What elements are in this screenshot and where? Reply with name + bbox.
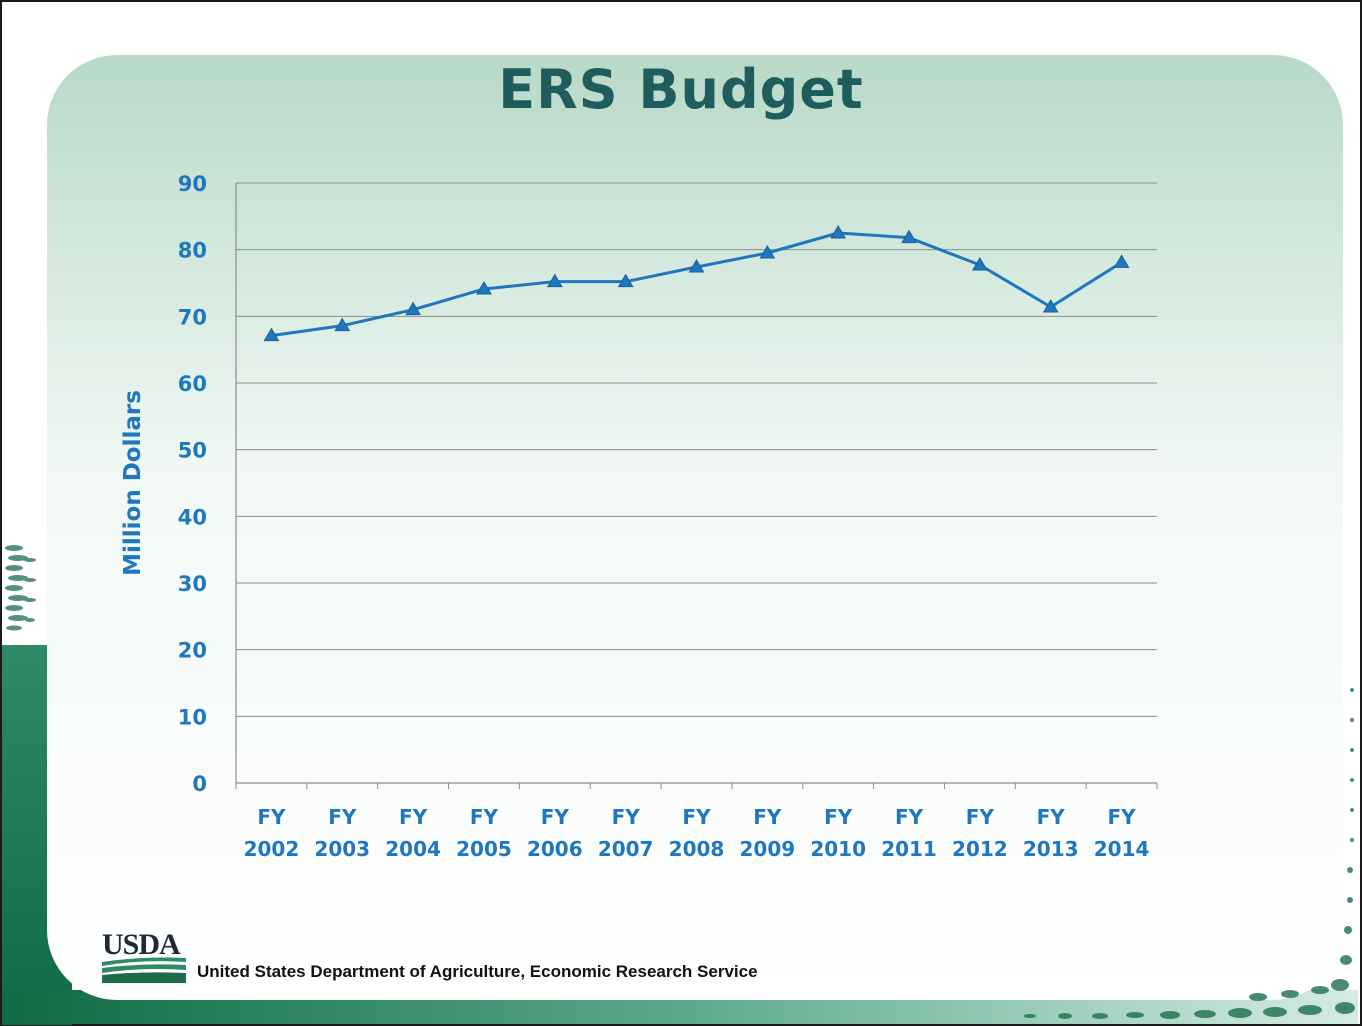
x-tick-label: FY 2005 — [456, 805, 512, 861]
usda-logo-text: USDA — [102, 928, 181, 961]
left-dot-pattern — [5, 545, 36, 631]
y-tick-label: 0 — [192, 772, 207, 796]
x-tick-label: FY 2003 — [314, 805, 370, 861]
data-point-marker — [972, 257, 988, 271]
data-point-marker — [617, 273, 634, 288]
y-tick-label: 90 — [178, 172, 207, 196]
logo-swoosh-1 — [102, 957, 186, 966]
data-point-marker — [334, 317, 351, 332]
data-point-marker — [901, 229, 917, 244]
y-tick-label: 40 — [178, 505, 207, 529]
data-point-marker — [405, 301, 421, 316]
y-tick-label: 50 — [178, 439, 207, 463]
y-tick-label: 10 — [178, 705, 207, 729]
x-tick-label: FY 2007 — [598, 805, 654, 861]
data-point-marker — [830, 225, 847, 239]
x-tick-label: FY 2004 — [385, 805, 441, 861]
logo-swoosh-3 — [102, 972, 186, 983]
y-tick-label: 70 — [178, 305, 207, 329]
y-tick-label: 30 — [178, 572, 207, 596]
right-dot-pattern — [1024, 688, 1355, 1019]
x-tick-label: FY 2012 — [952, 805, 1008, 861]
content-panel — [47, 55, 1343, 1000]
x-tick-label: FY 2009 — [740, 805, 796, 861]
y-tick-label: 20 — [178, 639, 207, 663]
x-tick-label: FY 2008 — [669, 805, 725, 861]
x-tick-label: FY 2010 — [810, 805, 866, 861]
data-point-marker — [759, 245, 776, 259]
x-tick-label: FY 2013 — [1023, 805, 1079, 861]
data-point-marker — [263, 327, 280, 342]
slide-title: ERS Budget — [498, 58, 864, 121]
footer-text: United States Department of Agriculture,… — [197, 962, 758, 981]
x-tick-label: FY 2002 — [244, 805, 300, 861]
data-point-marker — [546, 273, 563, 288]
series-line — [271, 231, 1123, 338]
logo-swoosh-2 — [102, 964, 186, 973]
x-tick-label: FY 2011 — [881, 805, 937, 861]
usda-logo — [102, 957, 186, 983]
data-point-marker — [1042, 299, 1059, 313]
data-point-marker — [688, 259, 705, 273]
x-tick-label: FY 2014 — [1094, 805, 1150, 861]
data-point-marker — [476, 281, 492, 295]
y-axis-label: Million Dollars — [120, 390, 146, 576]
data-point-marker — [1113, 254, 1130, 268]
x-tick-label: FY 2006 — [527, 805, 583, 861]
y-tick-label: 80 — [178, 239, 207, 263]
y-tick-label: 60 — [178, 372, 207, 396]
